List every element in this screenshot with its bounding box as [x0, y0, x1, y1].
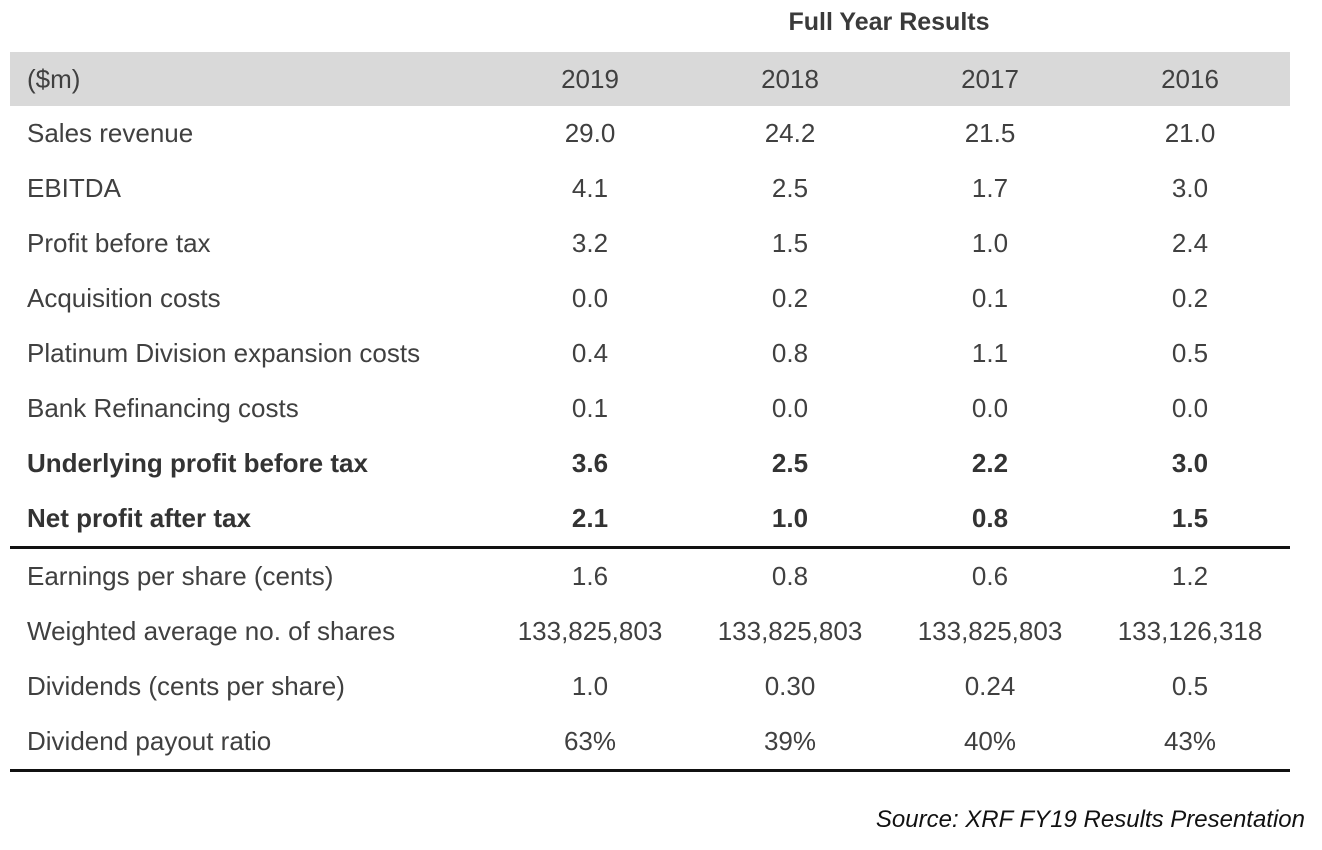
- row-label: Bank Refinancing costs: [27, 393, 299, 423]
- cell-value: 2.4: [1171, 228, 1209, 258]
- year-header: 2016: [1161, 63, 1219, 94]
- row-label: Net profit after tax: [10, 491, 490, 549]
- cell-value: 0.24: [964, 671, 1016, 701]
- table-row: Acquisition costs 0.0 0.2 0.1 0.2: [10, 271, 1290, 326]
- cell-value: 2.1: [490, 491, 690, 549]
- cell-value: 0.8: [771, 338, 809, 368]
- cell-value: 2.5: [771, 173, 809, 203]
- table-row: Sales revenue 29.0 24.2 21.5 21.0: [10, 106, 1290, 161]
- row-label: Dividends (cents per share): [27, 671, 345, 701]
- table-row: Profit before tax 3.2 1.5 1.0 2.4: [10, 216, 1290, 271]
- cell-value: 0.1: [571, 393, 609, 423]
- cell-value: 43%: [1090, 714, 1290, 772]
- row-label: Underlying profit before tax: [27, 448, 368, 478]
- cell-value: 0.4: [571, 338, 609, 368]
- table-row: Earnings per share (cents) 1.6 0.8 0.6 1.2: [10, 548, 1290, 605]
- cell-value: 0.1: [971, 283, 1009, 313]
- table-row: Bank Refinancing costs 0.1 0.0 0.0 0.0: [10, 381, 1290, 436]
- row-label: Weighted average no. of shares: [27, 616, 396, 646]
- cell-value: 4.1: [571, 173, 609, 203]
- cell-value: 1.0: [690, 491, 890, 549]
- cell-value: 1.6: [571, 561, 609, 591]
- cell-value: 0.8: [890, 491, 1090, 549]
- table-row: Underlying profit before tax 3.6 2.5 2.2 3.0: [10, 436, 1290, 491]
- row-label: Dividend payout ratio: [10, 714, 490, 772]
- year-header: 2019: [561, 63, 619, 94]
- cell-value: 0.0: [571, 283, 609, 313]
- cell-value: 1.1: [971, 338, 1009, 368]
- cell-value: 1.5: [1090, 491, 1290, 549]
- cell-value: 0.0: [1171, 393, 1209, 423]
- table-row: Dividend payout ratio 63% 39% 40% 43%: [10, 714, 1290, 772]
- cell-value: 21.5: [964, 118, 1016, 148]
- cell-value: 0.5: [1171, 338, 1209, 368]
- cell-value: 29.0: [564, 118, 616, 148]
- cell-value: 2.5: [771, 448, 809, 478]
- table-row: Weighted average no. of shares 133,825,80…: [10, 604, 1290, 659]
- table-row: Platinum Division expansion costs 0.4 0.8 1…: [10, 326, 1290, 381]
- cell-value: 1.0: [971, 228, 1009, 258]
- cell-value: 0.0: [771, 393, 809, 423]
- cell-value: 0.2: [771, 283, 809, 313]
- row-label: Earnings per share (cents): [27, 561, 334, 591]
- cell-value: 21.0: [1164, 118, 1216, 148]
- cell-value: 0.5: [1171, 671, 1209, 701]
- table-caption: Full Year Results: [788, 8, 990, 36]
- cell-value: 63%: [490, 714, 690, 772]
- cell-value: 1.5: [771, 228, 809, 258]
- cell-value: 133,825,803: [917, 616, 1063, 646]
- cell-value: 3.0: [1171, 448, 1209, 478]
- cell-value: 0.8: [771, 561, 809, 591]
- year-header: 2018: [761, 63, 819, 94]
- row-label: Platinum Division expansion costs: [27, 338, 421, 368]
- header-row: ($m) 2019 2018 2017 2016: [10, 52, 1290, 106]
- results-table: ($m) 2019 2018 2017 2016 Sales revenue 29…: [10, 52, 1290, 772]
- cell-value: 40%: [890, 714, 1090, 772]
- cell-value: 1.7: [971, 173, 1009, 203]
- table-row: Net profit after tax 2.1 1.0 0.8 1.5: [10, 491, 1290, 549]
- cell-value: 0.6: [971, 561, 1009, 591]
- unit-header: ($m): [27, 63, 81, 94]
- row-label: EBITDA: [27, 173, 121, 203]
- row-label: Acquisition costs: [27, 283, 221, 313]
- cell-value: 133,825,803: [717, 616, 863, 646]
- cell-value: 24.2: [764, 118, 816, 148]
- cell-value: 0.2: [1171, 283, 1209, 313]
- row-label: Profit before tax: [27, 228, 211, 258]
- cell-value: 0.30: [764, 671, 816, 701]
- cell-value: 3.2: [571, 228, 609, 258]
- cell-value: 39%: [690, 714, 890, 772]
- cell-value: 3.0: [1171, 173, 1209, 203]
- cell-value: 3.6: [571, 448, 609, 478]
- cell-value: 133,825,803: [517, 616, 663, 646]
- cell-value: 1.0: [571, 671, 609, 701]
- row-label: Sales revenue: [27, 118, 194, 148]
- cell-value: 1.2: [1171, 561, 1209, 591]
- cell-value: 2.2: [971, 448, 1009, 478]
- table-row: EBITDA 4.1 2.5 1.7 3.0: [10, 161, 1290, 216]
- cell-value: 0.0: [971, 393, 1009, 423]
- source-note: Source: XRF FY19 Results Presentation: [875, 806, 1305, 833]
- year-header: 2017: [961, 63, 1019, 94]
- cell-value: 133,126,318: [1117, 616, 1263, 646]
- table-row: Dividends (cents per share) 1.0 0.30 0.24 0.…: [10, 659, 1290, 714]
